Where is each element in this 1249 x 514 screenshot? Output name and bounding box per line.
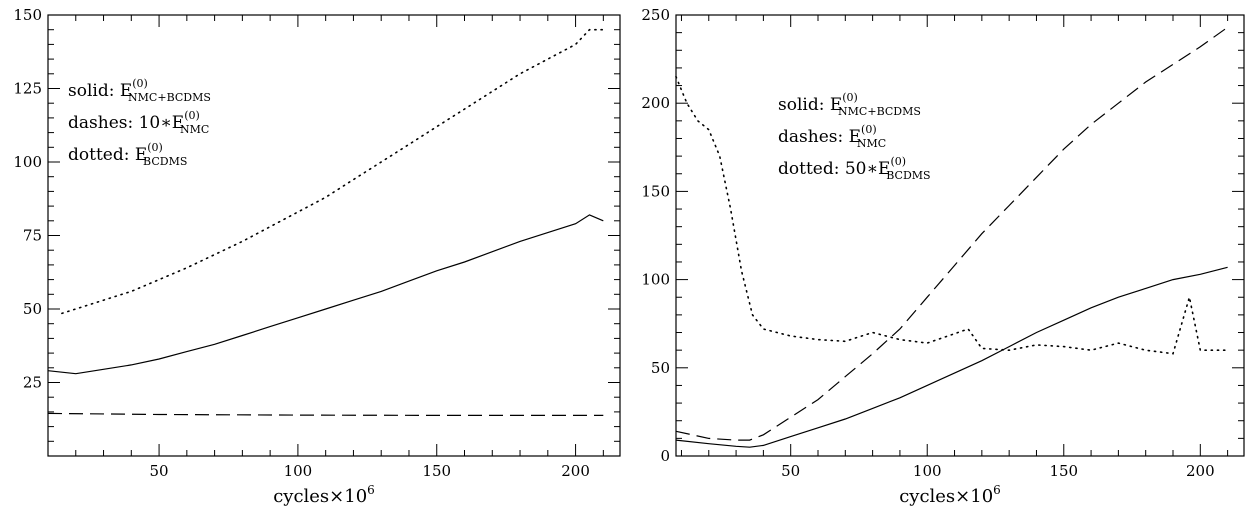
y-tick-label: 75 — [23, 227, 42, 245]
series-dotted-line — [61, 28, 605, 315]
y-tick-label: 100 — [641, 271, 670, 289]
legend-entry-nmc: dashes: E(0) NMC — [778, 123, 886, 150]
y-tick-label: 250 — [641, 6, 670, 24]
x-tick-label: 150 — [422, 462, 451, 480]
y-tick-label: 125 — [13, 80, 42, 98]
x-tick-label: 200 — [1186, 462, 1215, 480]
x-tick-label: 50 — [781, 462, 800, 480]
series-dashed-line — [47, 412, 604, 416]
y-tick-label: 150 — [13, 6, 42, 24]
series-dashed-line — [675, 26, 1228, 441]
legend-entry-bcdms: dotted: E(0) BCDMS — [68, 141, 187, 168]
legend-entry-nmc: dashes: 10∗E(0) NMC — [68, 109, 209, 136]
series-dotted-line — [675, 75, 1229, 355]
chart-2: 50 100 150 200 0 50 100 150 200 250 cycles×106 soli… — [641, 6, 1245, 507]
series-solid-line — [675, 266, 1228, 448]
y-tick-label: 25 — [23, 374, 42, 392]
legend-entry-bcdms: dotted: 50∗E(0) BCDMS — [778, 155, 931, 182]
x-tick-label: 100 — [284, 462, 313, 480]
x-tick-label: 100 — [913, 462, 942, 480]
y-tick-label: 150 — [641, 182, 670, 200]
legend-entry-nmc-bcdms: solid: E(0) NMC+BCDMS — [68, 77, 211, 104]
x-axis-label: cycles×106 — [899, 483, 1001, 507]
y-tick-label: 50 — [651, 359, 670, 377]
x-tick-label: 150 — [1049, 462, 1078, 480]
legend-entry-nmc-bcdms: solid: E(0) NMC+BCDMS — [778, 91, 921, 118]
x-tick-label: 50 — [150, 462, 169, 480]
chart-1: 50 100 150 200 25 50 75 100 125 150 cycles×106 soli… — [13, 6, 621, 507]
y-tick-label: 200 — [641, 94, 670, 112]
x-axis-label: cycles×106 — [273, 483, 375, 507]
y-tick-label: 0 — [660, 447, 670, 465]
y-tick-label: 100 — [13, 153, 42, 171]
y-tick-label: 50 — [23, 300, 42, 318]
series-solid-line — [47, 214, 604, 375]
x-tick-label: 200 — [561, 462, 590, 480]
plot-frame — [675, 14, 1245, 457]
